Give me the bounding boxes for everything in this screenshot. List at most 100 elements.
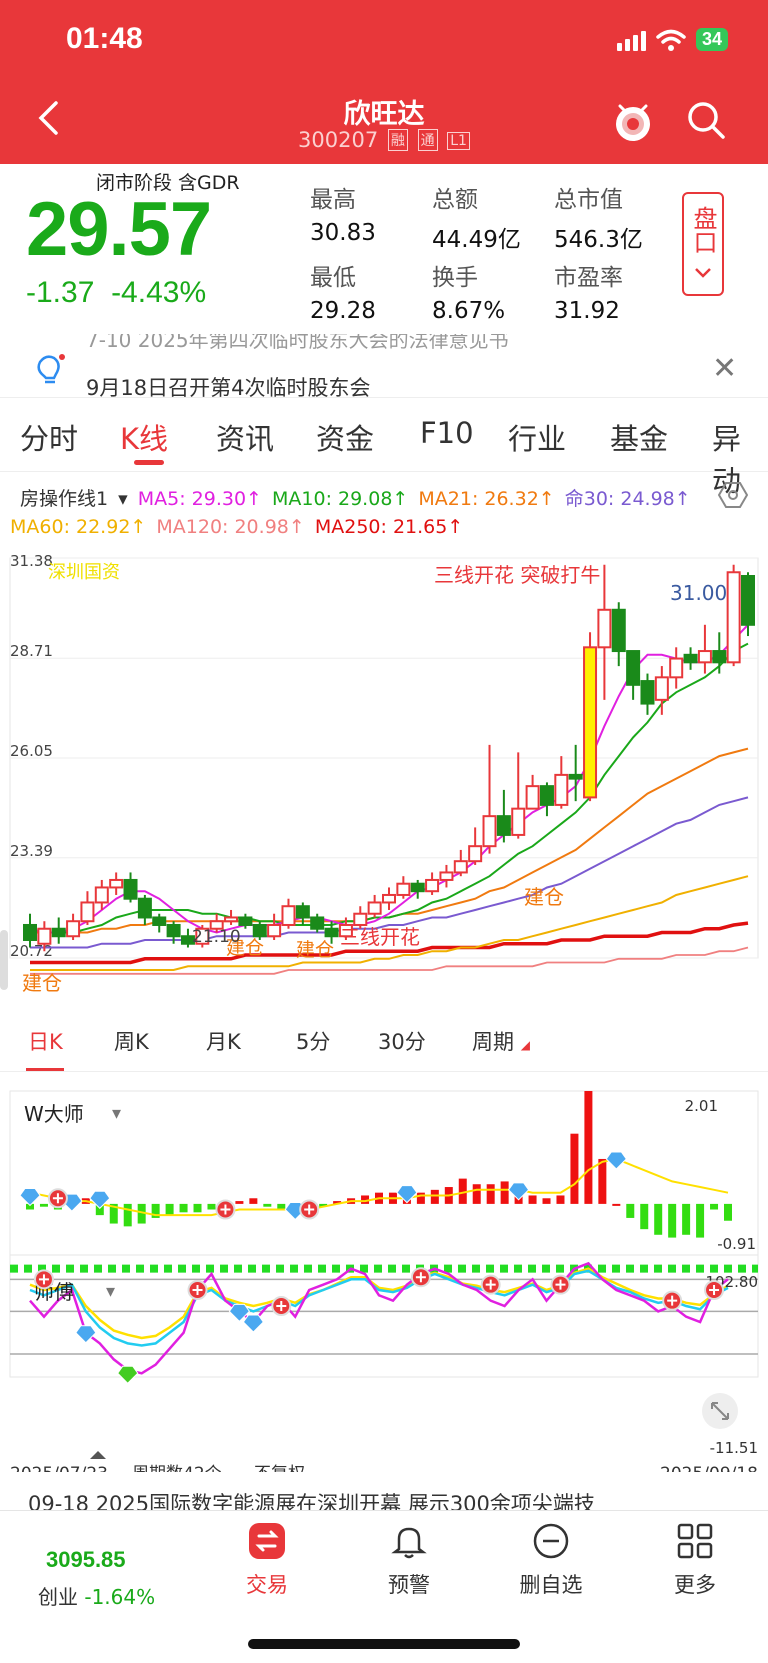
ind1-bar (151, 1203, 160, 1218)
tab-news[interactable]: 资讯 (216, 422, 275, 456)
search-icon[interactable] (686, 100, 726, 140)
stat-low: 最低 29.28 (310, 265, 376, 324)
price-change: -1.37 -4.43% (26, 276, 206, 310)
candle (353, 906, 368, 929)
drag-handle (0, 930, 8, 990)
annotation-sanxian: 三线开花 (340, 925, 420, 949)
candle (137, 894, 152, 925)
ptab-week[interactable]: 周K (114, 1030, 149, 1054)
ind2-yellow-line (29, 1267, 729, 1340)
candle (741, 572, 755, 637)
candle-body (195, 927, 210, 945)
close-icon[interactable]: ✕ (712, 351, 738, 386)
ind1-bar (640, 1203, 649, 1230)
ma30-label: 命30: 24.98↑ (564, 488, 691, 510)
candle-body (683, 653, 698, 664)
ptab-month[interactable]: 月K (206, 1030, 241, 1054)
candle-body (80, 901, 95, 923)
candle-body (310, 916, 325, 930)
tab-f10[interactable]: F10 (420, 416, 474, 450)
tab-movement[interactable]: 异动 (712, 422, 742, 498)
ind1-bar (612, 1203, 621, 1206)
ptab-day[interactable]: 日K (28, 1030, 63, 1054)
ind1-bar (584, 1091, 593, 1204)
candle (295, 902, 310, 925)
chevron-down-icon (695, 268, 711, 278)
high-price-label: 31.00 (670, 581, 727, 605)
ptab-30min[interactable]: 30分 (378, 1030, 426, 1054)
scroll-up-icon (90, 1451, 106, 1459)
pankou-button[interactable]: 盘口 (682, 192, 724, 296)
news-ticker[interactable]: 09-18 2025国际数字能源展在深圳开幕 展示300余项尖端技 (0, 1484, 768, 1510)
candle-body (697, 650, 712, 664)
stock-code-line: 300207 融 通 L1 (0, 128, 768, 152)
nav-more[interactable]: 更多 (640, 1521, 750, 1599)
candle (640, 673, 655, 715)
candle (310, 913, 325, 933)
cross-mark (415, 1272, 426, 1283)
mascot-icon[interactable] (610, 98, 656, 144)
settings-hex-icon[interactable] (718, 480, 748, 510)
ind1-bar (528, 1195, 537, 1204)
cross-mark (52, 1193, 63, 1204)
ind1-bar (207, 1203, 216, 1210)
end-date-label: 2025/09/18 (660, 1464, 758, 1472)
stat-market-cap: 总市值 546.3亿 (554, 187, 643, 253)
ind1-bar (193, 1203, 202, 1213)
nav-remove-watch[interactable]: 删自选 (496, 1521, 606, 1599)
candle (712, 632, 727, 674)
nav-trade[interactable]: 交易 (212, 1521, 322, 1599)
candle-body (726, 571, 741, 664)
ma5-line (29, 624, 749, 934)
candle (324, 921, 339, 944)
tab-industry[interactable]: 行业 (508, 422, 567, 456)
ptab-5min[interactable]: 5分 (296, 1030, 331, 1054)
ind1-bar (179, 1203, 188, 1213)
tab-funds[interactable]: 资金 (316, 422, 375, 456)
candle-body (741, 575, 755, 626)
notice-bar[interactable]: 7-10 2025年第四次临时股东大会的法律意见书 9月18日召开第4次临时股东… (0, 334, 768, 398)
candle (554, 756, 569, 809)
candle (224, 909, 239, 925)
candle-body (94, 886, 109, 904)
ma-row-1: 房操作线1 ▾ MA5: 29.30↑ MA10: 29.08↑ MA21: 2… (20, 484, 695, 511)
candle-body (224, 916, 239, 923)
ind1-bar (39, 1203, 48, 1207)
diamond-icon (242, 1314, 265, 1333)
ma250-line (30, 921, 749, 965)
tab-fund[interactable]: 基金 (610, 422, 669, 456)
candle-body (468, 845, 483, 863)
candle-body (137, 897, 152, 919)
candle-body (396, 882, 411, 896)
ind1-bar (570, 1133, 579, 1204)
ind1-bar (500, 1181, 509, 1204)
nav-alert-label: 预警 (388, 1573, 430, 1597)
candle-body (611, 608, 626, 653)
ind1-bar (123, 1203, 132, 1227)
candle (453, 849, 468, 877)
indicator-chart[interactable]: W大师▾2.01-0.91师傅▾102.80-11.512025/07/23周期… (0, 1072, 768, 1472)
candle (37, 921, 52, 952)
tab-fenshi[interactable]: 分时 (20, 422, 79, 456)
back-button[interactable] (36, 100, 60, 143)
ind1-bar (249, 1198, 258, 1204)
ma120-label: MA120: 20.98↑ (156, 516, 305, 538)
ind1-frame (9, 1090, 759, 1256)
candle-body (37, 927, 52, 945)
tab-kline[interactable]: K线 (120, 422, 169, 456)
tag-tong: 通 (417, 129, 438, 151)
candle (425, 872, 440, 895)
candle-body (597, 608, 612, 649)
stat-amount: 总额 44.49亿 (432, 187, 521, 253)
candle (697, 624, 712, 674)
index-label[interactable]: 创业 -1.64% (38, 1585, 156, 1609)
stat-pe: 市盈率 31.92 (554, 265, 623, 324)
candle-body (439, 871, 454, 881)
indicator-selector[interactable]: 房操作线1 ▾ (20, 488, 128, 510)
ptab-period[interactable]: 周期 ◢ (472, 1030, 530, 1054)
candle-body (568, 773, 583, 780)
nav-alert[interactable]: 预警 (354, 1521, 464, 1599)
candle-body (66, 920, 81, 938)
index-value[interactable]: 3095.85 (46, 1547, 126, 1572)
